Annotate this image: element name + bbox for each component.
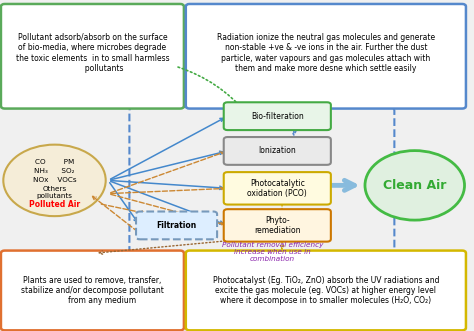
Text: Clean Air: Clean Air (383, 179, 447, 192)
Text: Phyto-
remediation: Phyto- remediation (254, 216, 301, 235)
Text: NH₃      SO₂: NH₃ SO₂ (34, 168, 75, 174)
Text: Bio-filteration: Bio-filteration (251, 112, 304, 121)
FancyBboxPatch shape (1, 251, 184, 330)
Text: Others: Others (42, 186, 67, 192)
Text: pollutants: pollutants (36, 193, 73, 199)
FancyBboxPatch shape (224, 172, 331, 205)
Text: Pollutant adsorb/absorb on the surface
of bio-media, where microbes degrade
the : Pollutant adsorb/absorb on the surface o… (16, 33, 169, 73)
Text: Polluted Air: Polluted Air (29, 200, 80, 209)
Text: NOx    VOCs: NOx VOCs (33, 177, 76, 183)
FancyBboxPatch shape (224, 137, 331, 165)
FancyBboxPatch shape (136, 212, 217, 239)
FancyBboxPatch shape (186, 251, 466, 330)
Text: Pollutant removal efficiency
increase when use in
combination: Pollutant removal efficiency increase wh… (222, 242, 323, 261)
Text: Ionization: Ionization (258, 146, 296, 156)
FancyBboxPatch shape (224, 102, 331, 130)
Circle shape (365, 151, 465, 220)
Circle shape (3, 145, 106, 216)
Text: Photocatalytic
oxidation (PCO): Photocatalytic oxidation (PCO) (247, 179, 307, 198)
Text: Plants are used to remove, transfer,
stabilize and/or decompose pollutant
      : Plants are used to remove, transfer, sta… (21, 275, 164, 306)
Text: Radiation ionize the neutral gas molecules and generate
non-stable +ve & -ve ion: Radiation ionize the neutral gas molecul… (217, 33, 435, 73)
FancyBboxPatch shape (1, 4, 184, 109)
Text: Photocatalyst (Eg. TiO₂, ZnO) absorb the UV radiations and
excite the gas molecu: Photocatalyst (Eg. TiO₂, ZnO) absorb the… (213, 275, 439, 306)
FancyBboxPatch shape (224, 209, 331, 242)
Text: Filtration: Filtration (156, 221, 197, 230)
FancyBboxPatch shape (186, 4, 466, 109)
Text: CO        PM: CO PM (35, 159, 74, 165)
